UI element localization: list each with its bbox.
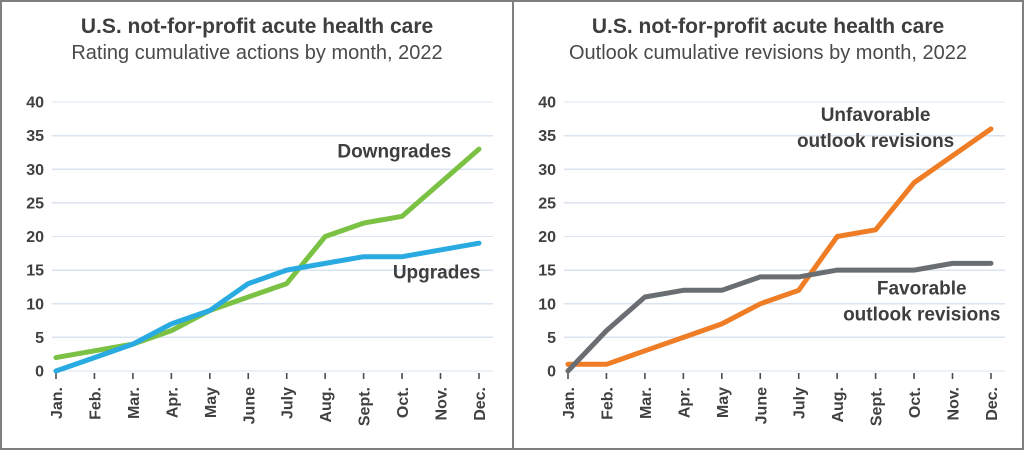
- x-axis-month-label: Apr.: [164, 387, 181, 418]
- y-axis-tick-label: 10: [26, 296, 44, 313]
- x-axis-month-label: Mar.: [126, 387, 143, 419]
- x-axis-month-label: Oct.: [907, 387, 924, 418]
- x-axis-month-label: July: [792, 387, 809, 419]
- x-axis-month-label: June: [241, 387, 258, 424]
- x-axis-month-label: Nov.: [946, 387, 963, 420]
- x-axis-month-label: Aug.: [318, 387, 335, 423]
- y-axis-tick-label: 15: [26, 263, 44, 280]
- y-axis-tick-label: 20: [26, 229, 44, 246]
- x-axis-month-label: Dec.: [472, 387, 489, 421]
- y-axis-tick-label: 0: [35, 364, 44, 381]
- y-axis-tick-label: 35: [26, 128, 44, 145]
- series-line-blue: [53, 240, 482, 374]
- y-axis-tick-label: 0: [547, 364, 556, 381]
- y-axis-tick-label: 10: [538, 296, 556, 313]
- y-axis-tick-label: 30: [538, 162, 556, 179]
- y-axis-tick-label: 40: [26, 95, 44, 112]
- y-axis-tick-label: 30: [26, 162, 44, 179]
- x-axis-month-label: Mar.: [638, 387, 655, 419]
- series-inline-label: Unfavorable: [821, 105, 931, 126]
- series-line-orange: [565, 126, 994, 367]
- x-axis-month-label: May: [715, 387, 732, 418]
- chart-subtitle: Outlook cumulative revisions by month, 2…: [569, 42, 967, 64]
- chart-subtitle: Rating cumulative actions by month, 2022: [71, 42, 443, 64]
- y-axis-tick-label: 20: [538, 229, 556, 246]
- x-axis-month-label: Jan.: [561, 387, 578, 419]
- x-axis-month-label: July: [280, 387, 297, 419]
- x-axis-month-label: June: [753, 387, 770, 424]
- y-axis-tick-label: 40: [538, 95, 556, 112]
- chart-title: U.S. not-for-profit acute health care: [591, 15, 945, 38]
- x-axis-month-label: Feb.: [599, 387, 616, 420]
- x-axis-month-label: Sept.: [869, 387, 886, 426]
- series-inline-label: outlook revisions: [797, 131, 954, 152]
- x-axis-month-label: Aug.: [830, 387, 847, 423]
- x-axis-month-label: Apr.: [676, 387, 693, 418]
- outlook-revisions-chart: 0 5 10 15 20 25 30 35 40 Jan. Feb. Mar. Apr. May June J…: [538, 95, 1005, 426]
- x-axis-month-label: May: [203, 387, 220, 418]
- chart-title: U.S. not-for-profit acute health care: [80, 15, 434, 38]
- x-axis-month-label: Dec.: [984, 387, 1001, 421]
- y-axis-tick-label: 5: [35, 330, 44, 347]
- y-axis-tick-label: 35: [538, 128, 556, 145]
- y-axis-tick-label: 25: [538, 195, 556, 212]
- x-axis-month-label: Nov.: [434, 387, 451, 420]
- rating-actions-chart: 0 5 10 15 20 25 30 35 40 Jan. Feb. Mar. Apr. May June J…: [26, 95, 493, 426]
- series-inline-label: Upgrades: [393, 263, 481, 284]
- rating-actions-panel: U.S. not-for-profit acute health care Ra…: [2, 2, 512, 448]
- x-axis-month-label: Oct.: [395, 387, 412, 418]
- y-axis-tick-label: 15: [538, 263, 556, 280]
- y-axis-tick-label: 5: [547, 330, 556, 347]
- y-axis-tick-label: 25: [26, 195, 44, 212]
- x-axis-month-label: Sept.: [357, 387, 374, 426]
- outlook-revisions-panel: U.S. not-for-profit acute health care Ou…: [512, 2, 1022, 448]
- series-inline-label: outlook revisions: [843, 305, 1000, 326]
- x-axis-month-label: Feb.: [87, 387, 104, 420]
- x-axis-month-label: Jan.: [49, 387, 66, 419]
- series-line-gray: [565, 260, 994, 374]
- series-inline-label: Favorable: [877, 279, 967, 300]
- series-inline-label: Downgrades: [337, 142, 451, 163]
